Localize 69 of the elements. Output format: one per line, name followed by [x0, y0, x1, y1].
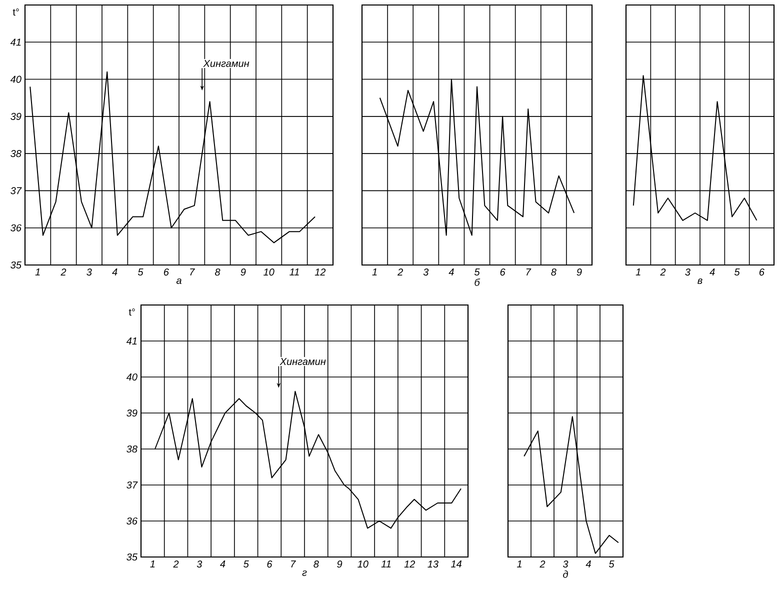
x-tick-label: 5 [244, 560, 249, 568]
y-tick-label: 35 [10, 261, 22, 269]
x-tick-label: 1 [35, 268, 40, 276]
y-tick-label: 37 [10, 187, 22, 194]
x-tick-label: 4 [220, 560, 226, 568]
x-tick-label: 7 [526, 268, 532, 276]
x-tick-label: 7 [190, 268, 195, 276]
y-tick-label: 38 [10, 150, 22, 158]
x-tick-label: 4 [710, 268, 715, 276]
x-tick-label: 2 [660, 268, 666, 276]
y-axis-title: t° [128, 308, 135, 316]
y-tick-label: 37 [126, 481, 138, 489]
x-tick-label: 5 [608, 560, 614, 568]
x-tick-label: 5 [474, 268, 480, 276]
x-tick-label: 5 [734, 268, 740, 276]
x-tick-label: 6 [500, 268, 506, 276]
x-tick-label: 3 [562, 560, 568, 568]
x-tick-label: 11 [381, 560, 391, 568]
x-tick-label: 3 [86, 268, 92, 276]
x-tick-label: 11 [290, 268, 299, 276]
y-tick-label: 41 [126, 338, 137, 344]
y-tick-label: 40 [10, 76, 22, 83]
x-tick-label: 10 [264, 268, 274, 276]
x-axis-title: б [474, 278, 480, 286]
x-tick-label: 1 [150, 560, 155, 568]
y-tick-label: 36 [10, 224, 22, 232]
x-tick-label: 4 [586, 560, 591, 568]
x-axis-title: в [698, 278, 702, 284]
x-tick-label: 8 [214, 268, 220, 276]
y-tick-label: 39 [10, 112, 22, 120]
annotation: Хингамин [280, 358, 326, 366]
x-tick-label: 6 [164, 268, 169, 276]
x-tick-label: 7 [291, 560, 296, 568]
y-axis-title: t° [12, 8, 19, 16]
x-tick-label: 9 [240, 268, 246, 276]
x-tick-label: 9 [337, 560, 342, 568]
y-tick-label: 35 [126, 553, 138, 561]
x-axis-title: д [563, 570, 568, 578]
annotation: Хингамин [203, 60, 250, 67]
x-tick-label: 10 [358, 560, 368, 568]
x-tick-label: 3 [423, 268, 429, 276]
y-tick-label: 40 [126, 373, 138, 381]
y-tick-label: 41 [10, 38, 21, 46]
x-tick-label: 12 [314, 268, 326, 276]
x-tick-label: 8 [314, 560, 319, 568]
y-tick-label: 38 [126, 445, 138, 453]
x-axis-title: г [302, 570, 307, 576]
y-tick-label: 39 [126, 409, 138, 417]
x-tick-label: 3 [196, 560, 202, 568]
y-tick-label: 36 [126, 517, 138, 525]
x-axis-title: а [176, 278, 182, 284]
x-tick-label: 12 [404, 560, 416, 568]
x-tick-label: 3 [685, 268, 690, 276]
x-tick-label: 4 [448, 268, 454, 276]
x-tick-label: 2 [540, 560, 546, 568]
x-tick-label: 14 [451, 560, 462, 568]
x-tick-label: 1 [636, 268, 640, 276]
x-tick-label: 4 [112, 268, 118, 276]
x-tick-label: 8 [551, 268, 556, 276]
x-tick-label: 5 [138, 268, 144, 276]
x-tick-label: 13 [428, 560, 438, 568]
x-tick-label: 2 [173, 560, 179, 568]
x-tick-label: 2 [397, 268, 403, 276]
x-tick-label: 6 [267, 560, 272, 568]
x-tick-label: 1 [516, 560, 522, 568]
x-tick-label: 2 [60, 268, 66, 276]
x-tick-label: 9 [576, 268, 582, 276]
x-tick-label: 6 [759, 268, 764, 276]
x-tick-label: 1 [372, 268, 377, 276]
